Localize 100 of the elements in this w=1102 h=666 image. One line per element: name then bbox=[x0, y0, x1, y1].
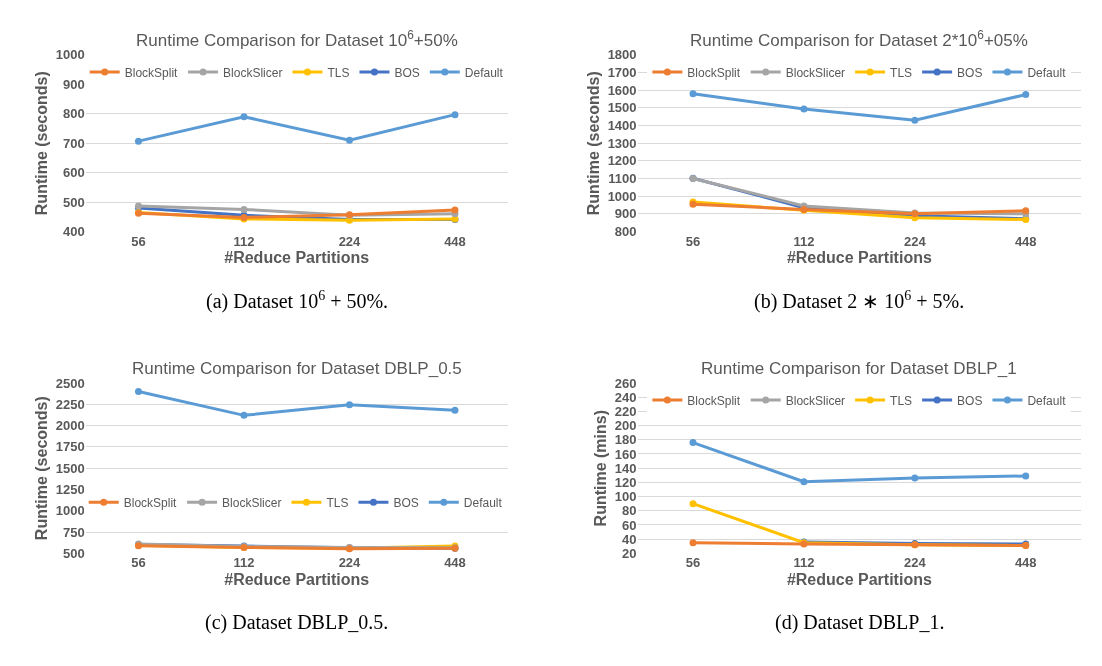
x-axis-title: #Reduce Partitions bbox=[786, 571, 932, 589]
y-tick-label: 1800 bbox=[607, 47, 637, 63]
point bbox=[800, 478, 808, 486]
text: (c) Dataset DBLP_0.5. bbox=[205, 611, 389, 634]
y-axis-title: Runtime (seconds) bbox=[32, 71, 50, 216]
x-tick-label: 56 bbox=[685, 233, 701, 249]
y-tick-label: 1000 bbox=[55, 503, 85, 519]
x-tick-label: 112 bbox=[793, 233, 815, 249]
x-tick-label: 112 bbox=[793, 555, 815, 571]
point bbox=[240, 411, 248, 419]
point bbox=[134, 388, 142, 395]
point bbox=[800, 105, 808, 113]
point bbox=[689, 500, 697, 508]
legend-label: TLS bbox=[890, 65, 913, 80]
x-tick-label: 224 bbox=[903, 233, 927, 249]
x-tick-label: 112 bbox=[233, 555, 255, 571]
chart-title: Runtime Comparison for Dataset 2*10$^{6}$+05% bbox=[690, 28, 1028, 51]
y-tick-label: 900 bbox=[614, 206, 637, 222]
point bbox=[345, 401, 353, 409]
y-tick-label: 1300 bbox=[607, 135, 637, 151]
y-tick-label: 140 bbox=[614, 460, 637, 476]
legend-label: BOS bbox=[394, 65, 420, 80]
y-tick-label: 1200 bbox=[607, 153, 637, 169]
point bbox=[240, 113, 248, 121]
y-tick-label: 1000 bbox=[607, 188, 637, 204]
y-tick-label: 1750 bbox=[55, 439, 85, 455]
y-tick-label: 40 bbox=[622, 531, 637, 547]
y-tick-label: 180 bbox=[614, 432, 637, 448]
legend-label: Default bbox=[1027, 65, 1067, 80]
y-tick-label: 1500 bbox=[607, 100, 637, 116]
chart-title: Runtime Comparison for Dataset 10$^{6}$+50% bbox=[136, 28, 458, 51]
y-tick-label: 800 bbox=[614, 224, 637, 240]
y-tick-label: 1600 bbox=[607, 82, 637, 98]
y-tick-label: 900 bbox=[63, 76, 85, 92]
x-axis-title: #Reduce Partitions bbox=[224, 249, 370, 267]
y-tick-label: 1250 bbox=[55, 482, 85, 498]
point bbox=[911, 116, 919, 124]
legend-label: Default bbox=[463, 495, 503, 510]
y-tick-label: 750 bbox=[63, 524, 85, 540]
x-tick-label: 448 bbox=[1014, 233, 1037, 249]
point bbox=[911, 474, 919, 482]
legend-label: BlockSlicer bbox=[785, 393, 846, 408]
y-tick-label: 2000 bbox=[55, 418, 85, 434]
y-tick-label: 240 bbox=[614, 389, 637, 405]
legend-label: BlockSplit bbox=[687, 393, 741, 408]
point bbox=[1022, 472, 1030, 480]
point bbox=[451, 111, 459, 119]
legend-label: BlockSlicer bbox=[222, 495, 282, 510]
y-axis-title: Runtime (seconds) bbox=[584, 71, 602, 216]
legend-label: Default bbox=[1027, 393, 1067, 408]
text: (d) Dataset DBLP_1. bbox=[775, 611, 945, 634]
point bbox=[689, 90, 697, 98]
chart-title: Runtime Comparison for Dataset DBLP_0.5 bbox=[132, 359, 462, 378]
x-tick-label: 56 bbox=[131, 555, 146, 571]
x-tick-label: 224 bbox=[338, 233, 362, 249]
legend-label: TLS bbox=[326, 495, 349, 510]
point bbox=[134, 137, 142, 145]
legend-label: BOS bbox=[957, 393, 983, 408]
point bbox=[240, 205, 248, 213]
y-tick-label: 260 bbox=[614, 375, 637, 391]
y-tick-label: 400 bbox=[63, 224, 85, 240]
point bbox=[689, 439, 697, 447]
y-tick-label: 700 bbox=[63, 135, 85, 151]
x-tick-label: 224 bbox=[903, 555, 927, 571]
point bbox=[451, 406, 459, 414]
chart-title: Runtime Comparison for Dataset DBLP_1 bbox=[701, 359, 1017, 378]
y-tick-label: 1000 bbox=[55, 47, 85, 63]
x-tick-label: 56 bbox=[685, 555, 701, 571]
y-tick-label: 500 bbox=[63, 194, 85, 210]
x-tick-label: 448 bbox=[1014, 555, 1037, 571]
point bbox=[451, 206, 459, 214]
point bbox=[1022, 91, 1030, 99]
y-tick-label: 60 bbox=[622, 517, 637, 533]
x-tick-label: 448 bbox=[444, 233, 466, 249]
y-tick-label: 1100 bbox=[608, 171, 637, 187]
y-tick-label: 1500 bbox=[55, 460, 85, 476]
x-axis-title: #Reduce Partitions bbox=[786, 249, 932, 267]
y-tick-label: 120 bbox=[614, 474, 637, 490]
text: (b) Dataset 2 ∗ 10$^{6}$ + 5%. bbox=[754, 288, 965, 314]
x-tick-label: 448 bbox=[444, 555, 466, 571]
legend-label: BlockSplit bbox=[123, 495, 178, 510]
y-axis-title: Runtime (seconds) bbox=[32, 396, 50, 541]
legend-label: TLS bbox=[890, 393, 913, 408]
y-tick-label: 800 bbox=[63, 106, 85, 122]
legend-label: BlockSlicer bbox=[223, 65, 283, 80]
legend-label: Default bbox=[464, 65, 504, 80]
point bbox=[345, 136, 353, 144]
point bbox=[689, 539, 697, 547]
text: (a) Dataset 10$^{6}$ + 50%. bbox=[206, 288, 389, 314]
x-tick-label: 56 bbox=[131, 233, 146, 249]
legend-label: TLS bbox=[327, 65, 350, 80]
y-tick-label: 220 bbox=[614, 403, 637, 419]
y-axis-title: Runtime (mins) bbox=[591, 409, 609, 527]
y-tick-label: 500 bbox=[63, 545, 85, 561]
y-tick-label: 100 bbox=[614, 489, 637, 505]
legend-label: BlockSplit bbox=[687, 65, 741, 80]
y-tick-label: 1400 bbox=[607, 118, 637, 134]
x-axis-title: #Reduce Partitions bbox=[224, 571, 370, 589]
y-tick-label: 1700 bbox=[607, 65, 637, 81]
y-tick-label: 200 bbox=[614, 418, 637, 434]
